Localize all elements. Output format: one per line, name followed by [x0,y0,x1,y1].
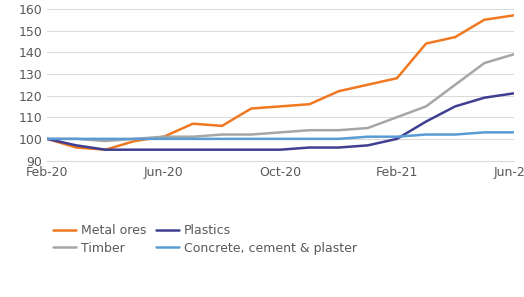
Concrete, cement & plaster [160,137,167,141]
Concrete, cement & plaster [423,133,429,136]
Line: Concrete, cement & plaster: Concrete, cement & plaster [47,132,514,139]
Plastics [277,148,283,151]
Metal ores [307,102,313,106]
Concrete, cement & plaster [510,131,517,134]
Metal ores [277,105,283,108]
Metal ores [73,146,80,149]
Line: Plastics: Plastics [47,93,514,150]
Plastics [365,143,371,147]
Concrete, cement & plaster [132,137,138,141]
Concrete, cement & plaster [190,137,196,141]
Concrete, cement & plaster [365,135,371,138]
Timber [132,137,138,141]
Timber [335,128,342,132]
Plastics [481,96,487,99]
Concrete, cement & plaster [102,137,108,141]
Metal ores [394,76,400,80]
Timber [277,131,283,134]
Timber [452,83,458,86]
Metal ores [219,124,225,128]
Timber [510,53,517,56]
Line: Timber: Timber [47,54,514,141]
Plastics [423,120,429,123]
Concrete, cement & plaster [452,133,458,136]
Metal ores [510,14,517,17]
Timber [102,139,108,143]
Plastics [510,91,517,95]
Metal ores [423,42,429,45]
Timber [44,137,50,141]
Concrete, cement & plaster [73,137,80,141]
Timber [481,61,487,65]
Line: Metal ores: Metal ores [47,15,514,150]
Metal ores [481,18,487,21]
Plastics [160,148,167,151]
Concrete, cement & plaster [248,137,254,141]
Metal ores [132,139,138,143]
Plastics [394,137,400,141]
Plastics [73,143,80,147]
Legend: Metal ores, Timber, Plastics, Concrete, cement & plaster: Metal ores, Timber, Plastics, Concrete, … [53,225,357,255]
Metal ores [335,89,342,93]
Concrete, cement & plaster [394,135,400,138]
Timber [190,135,196,138]
Plastics [335,146,342,149]
Timber [73,137,80,141]
Plastics [102,148,108,151]
Concrete, cement & plaster [44,137,50,141]
Metal ores [102,148,108,151]
Metal ores [452,35,458,39]
Concrete, cement & plaster [307,137,313,141]
Timber [307,128,313,132]
Timber [248,133,254,136]
Plastics [307,146,313,149]
Timber [219,133,225,136]
Metal ores [44,137,50,141]
Plastics [132,148,138,151]
Concrete, cement & plaster [277,137,283,141]
Plastics [190,148,196,151]
Timber [423,105,429,108]
Plastics [452,105,458,108]
Plastics [248,148,254,151]
Metal ores [190,122,196,126]
Metal ores [160,135,167,138]
Plastics [219,148,225,151]
Timber [365,126,371,130]
Concrete, cement & plaster [219,137,225,141]
Concrete, cement & plaster [481,131,487,134]
Timber [160,135,167,138]
Plastics [44,137,50,141]
Concrete, cement & plaster [335,137,342,141]
Timber [394,116,400,119]
Metal ores [248,107,254,110]
Metal ores [365,83,371,86]
